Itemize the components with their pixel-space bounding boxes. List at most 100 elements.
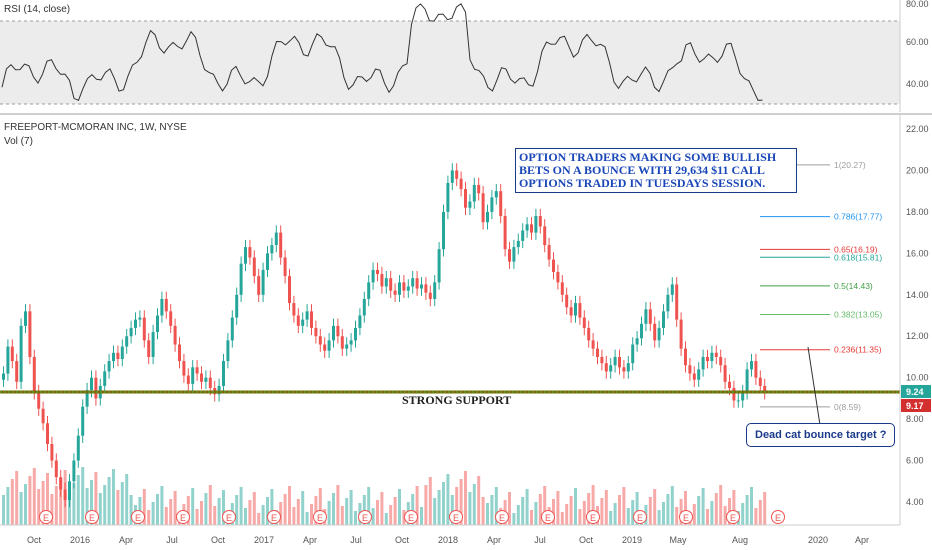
earnings-marker-label: E [135, 513, 141, 523]
candle-body [125, 336, 129, 347]
price-tick: 4.00 [906, 497, 924, 507]
volume-bar [481, 497, 485, 525]
earnings-marker-label: E [408, 513, 414, 523]
earnings-marker-label: E [775, 513, 781, 523]
volume-bar [582, 501, 586, 525]
volume-bar [666, 494, 670, 525]
earnings-marker[interactable] [726, 510, 740, 524]
volume-bar [446, 474, 450, 525]
price-chart[interactable]: 1(20.27) 0.786(17.77) 0.65(16.19)0.618(15.… [0, 115, 932, 550]
price-tick: 22.00 [906, 124, 929, 134]
candle-body [200, 373, 203, 382]
earnings-marker-label: E [180, 513, 186, 523]
candle-body [732, 388, 736, 401]
earnings-marker[interactable] [39, 510, 53, 524]
volume-bar [116, 490, 120, 525]
candle-body [37, 392, 41, 409]
volume-bar [147, 510, 151, 525]
fib-retracement: 1(20.27) 0.786(17.77) 0.65(16.19)0.618(15.… [760, 160, 882, 412]
candle-body [719, 356, 723, 366]
earnings-marker[interactable] [771, 510, 785, 524]
candle-body [147, 340, 151, 357]
volume-bar [186, 496, 190, 525]
volume-bar [745, 495, 749, 525]
time-tick: 2017 [254, 535, 274, 545]
volume-bar [252, 492, 256, 525]
volume-bar [486, 503, 489, 525]
candle-body [296, 315, 300, 326]
volume-bar [635, 492, 639, 525]
earnings-marker[interactable] [267, 510, 281, 524]
volume-bar [433, 498, 437, 525]
volume-bar [556, 491, 560, 525]
candle-body [530, 224, 533, 233]
candle-body [362, 298, 366, 316]
earnings-marker-label: E [317, 513, 323, 523]
candle-body [714, 352, 718, 357]
rsi-band [0, 21, 900, 104]
earnings-marker[interactable] [131, 510, 145, 524]
candle-body [618, 356, 621, 368]
earnings-marker-label: E [453, 513, 459, 523]
candle-body [468, 201, 472, 208]
volume-bar [525, 489, 529, 525]
candle-body [635, 338, 639, 345]
candle-body [455, 170, 459, 179]
volume-bar [318, 488, 322, 525]
volume-bar [164, 507, 168, 525]
earnings-marker[interactable] [358, 510, 372, 524]
earnings-marker-label: E [499, 513, 505, 523]
volume-bar [609, 511, 613, 525]
earnings-marker[interactable] [313, 510, 327, 524]
volume-bar [90, 480, 93, 525]
candle-body [244, 247, 247, 264]
earnings-marker[interactable] [404, 510, 418, 524]
volume-bar [160, 486, 164, 525]
candle-body [204, 377, 208, 382]
earnings-marker[interactable] [633, 510, 647, 524]
candle-body [736, 400, 740, 402]
earnings-marker-label: E [730, 513, 736, 523]
earnings-marker[interactable] [222, 510, 236, 524]
volume-bar [380, 492, 384, 525]
candle-body [613, 356, 617, 366]
volume-bar [292, 507, 296, 525]
candle-body [481, 193, 485, 223]
volume-bar [384, 513, 388, 525]
volume-bar [723, 506, 727, 525]
earnings-marker[interactable] [586, 510, 600, 524]
earnings-marker[interactable] [541, 510, 555, 524]
candle-body [477, 184, 481, 194]
volume-bar [336, 485, 340, 525]
earnings-marker[interactable] [449, 510, 463, 524]
volume-bar [442, 482, 445, 525]
volume-bar [714, 493, 718, 525]
rsi-label: RSI (14, close) [4, 4, 71, 15]
candle-body [420, 284, 423, 289]
candle-body [46, 423, 49, 444]
volume-bar [684, 491, 687, 525]
candle-body [446, 182, 450, 212]
volume-bar [732, 490, 736, 525]
time-tick: Apr [487, 535, 501, 545]
time-tick: 2019 [622, 535, 642, 545]
candle-body [208, 377, 212, 389]
candle-body [631, 344, 635, 364]
candle-body [569, 307, 573, 316]
volume-bar [112, 469, 115, 525]
candle-body [305, 311, 309, 320]
earnings-marker[interactable] [85, 510, 99, 524]
volume-bar [59, 478, 63, 525]
earnings-marker[interactable] [495, 510, 509, 524]
candle-body [494, 191, 498, 198]
candle-body [274, 232, 278, 246]
candle-body [81, 406, 85, 436]
volume-bar [125, 474, 129, 525]
earnings-marker[interactable] [176, 510, 190, 524]
volume-bar [191, 488, 195, 525]
volume-bar [455, 487, 459, 525]
volume-bar [591, 485, 595, 525]
candle-body [314, 327, 318, 337]
earnings-marker[interactable] [679, 510, 693, 524]
candle-body [472, 184, 476, 202]
